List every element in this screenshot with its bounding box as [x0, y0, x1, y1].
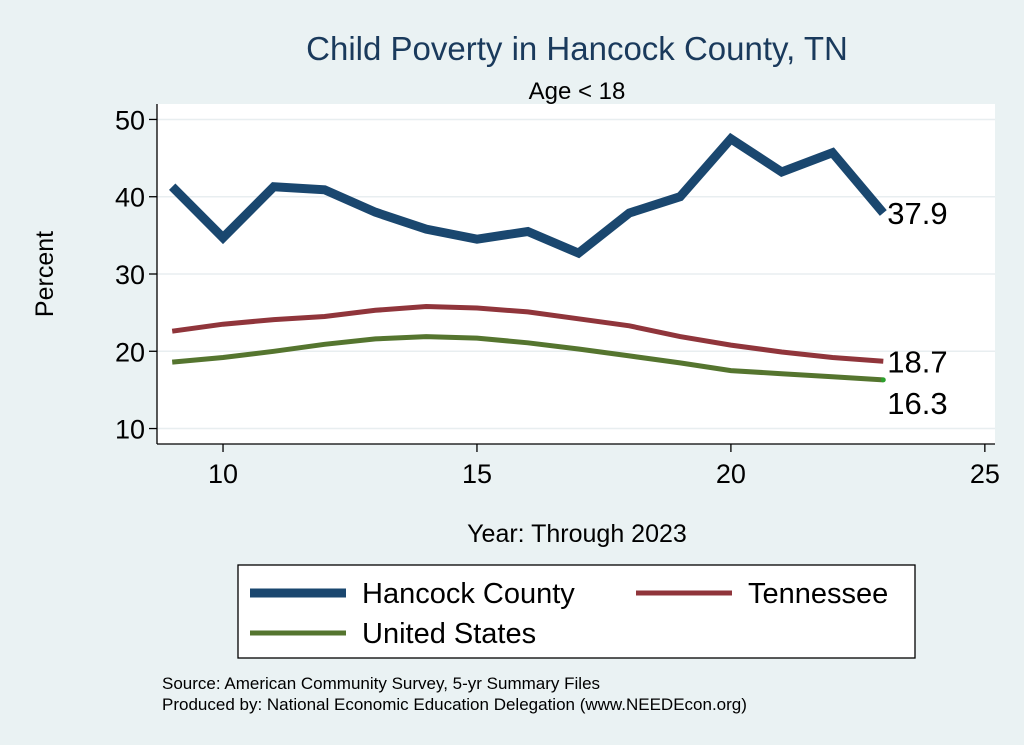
- end-label-united-states: 16.3: [887, 386, 947, 421]
- x-tick-label-20: 20: [716, 459, 746, 489]
- y-tick-label-30: 30: [115, 260, 145, 290]
- end-label-hancock-county: 37.9: [887, 196, 947, 231]
- x-tick-label-25: 25: [970, 459, 1000, 489]
- grid-lines: [157, 118, 995, 430]
- y-axis-label: Percent: [31, 231, 59, 317]
- y-tick-label-40: 40: [115, 183, 145, 213]
- chart-title: Child Poverty in Hancock County, TN: [306, 30, 848, 67]
- legend-box: [237, 564, 916, 659]
- end-label-tennessee: 18.7: [887, 344, 947, 379]
- end-marker-united-states: [880, 377, 886, 383]
- producer-note: Produced by: National Economic Education…: [162, 695, 747, 714]
- source-note: Source: American Community Survey, 5-yr …: [162, 674, 600, 693]
- series-lines: [169, 132, 887, 383]
- axes: [149, 104, 995, 452]
- x-tick-label-10: 10: [208, 459, 238, 489]
- legend: Hancock County Tennessee United States: [237, 564, 916, 659]
- legend-label-hancock-county: Hancock County: [362, 578, 575, 610]
- legend-label-tennessee: Tennessee: [748, 578, 888, 610]
- tick-labels: 10 20 30 40 50 10 15 20 25: [115, 105, 1000, 489]
- chart-subtitle: Age < 18: [529, 78, 626, 105]
- y-tick-label-20: 20: [115, 337, 145, 367]
- y-tick-label-10: 10: [115, 415, 145, 445]
- legend-label-united-states: United States: [362, 618, 536, 650]
- series-line-tennessee: [171, 303, 884, 364]
- series-line-hancock-county: [169, 132, 887, 259]
- end-labels: 37.9 18.7 16.3: [887, 196, 947, 421]
- y-tick-label-50: 50: [115, 105, 145, 135]
- series-line-united-states: [171, 334, 884, 383]
- x-axis-label: Year: Through 2023: [467, 520, 687, 548]
- x-tick-label-15: 15: [462, 459, 492, 489]
